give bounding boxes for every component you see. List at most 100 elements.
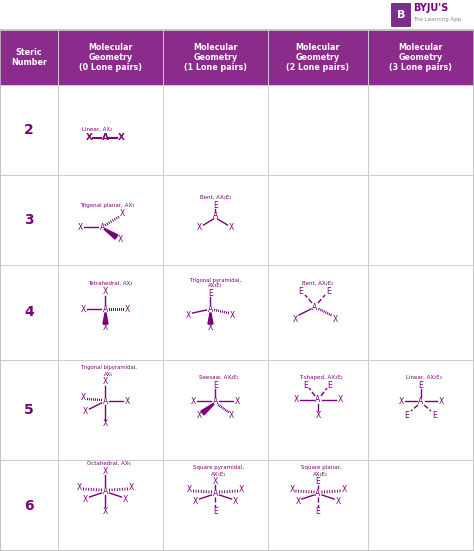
Polygon shape — [104, 229, 118, 239]
Text: The Learning App: The Learning App — [413, 18, 461, 23]
Text: X: X — [197, 412, 202, 420]
Text: Molecular
Geometry
(3 Lone pairs): Molecular Geometry (3 Lone pairs) — [390, 42, 453, 72]
Text: A: A — [103, 487, 108, 495]
Text: E: E — [405, 410, 410, 419]
Text: Molecular
Geometry
(0 Lone pairs): Molecular Geometry (0 Lone pairs) — [79, 42, 142, 72]
Text: AX₅: AX₅ — [104, 371, 113, 376]
Text: Bent, AX₂E₁: Bent, AX₂E₁ — [200, 195, 231, 199]
Text: X: X — [83, 408, 88, 417]
Text: E: E — [208, 289, 213, 298]
Text: Molecular
Geometry
(2 Lone pairs): Molecular Geometry (2 Lone pairs) — [286, 42, 349, 72]
Text: Trigonal bipyramidal,: Trigonal bipyramidal, — [81, 365, 137, 370]
Text: X: X — [293, 396, 299, 404]
Polygon shape — [201, 404, 214, 415]
Text: X: X — [315, 410, 320, 419]
Text: X: X — [81, 305, 86, 314]
Text: X: X — [103, 322, 108, 332]
Text: Linear, AX₂E₃: Linear, AX₂E₃ — [406, 375, 442, 380]
Text: X: X — [337, 396, 343, 404]
Text: X: X — [239, 485, 244, 494]
Text: A: A — [312, 302, 318, 311]
Text: X: X — [118, 133, 125, 143]
Text: 2: 2 — [24, 123, 34, 137]
Text: X: X — [208, 322, 213, 332]
Text: X: X — [103, 288, 108, 296]
Text: Linear, AX₂: Linear, AX₂ — [82, 127, 113, 132]
Text: 4: 4 — [24, 305, 34, 320]
Text: X: X — [120, 209, 125, 219]
Text: E: E — [316, 477, 320, 485]
Text: A: A — [315, 396, 320, 404]
Text: X: X — [235, 397, 240, 406]
Text: X: X — [83, 494, 88, 504]
Text: X: X — [193, 496, 198, 505]
Text: A: A — [213, 212, 218, 220]
Text: AX₄E₂: AX₄E₂ — [313, 472, 328, 477]
Text: X: X — [213, 477, 218, 485]
Polygon shape — [208, 313, 213, 324]
Text: B: B — [397, 10, 405, 20]
Text: 6: 6 — [24, 499, 34, 512]
Text: 3: 3 — [24, 213, 34, 227]
Text: E: E — [213, 201, 218, 209]
Text: A: A — [315, 489, 320, 498]
Text: X: X — [332, 315, 337, 323]
Text: E: E — [304, 381, 309, 390]
Text: X: X — [103, 419, 108, 429]
Text: A: A — [103, 305, 108, 314]
Text: X: X — [295, 496, 301, 505]
Text: E: E — [327, 288, 331, 296]
Text: Molecular
Geometry
(1 Lone pairs): Molecular Geometry (1 Lone pairs) — [184, 42, 247, 72]
Text: X: X — [118, 235, 123, 245]
Text: A: A — [213, 489, 218, 498]
Text: A: A — [208, 305, 213, 314]
Text: A: A — [419, 397, 424, 406]
Text: X: X — [81, 393, 86, 402]
Text: 5: 5 — [24, 403, 34, 417]
Text: X: X — [103, 377, 108, 386]
Text: X: X — [103, 467, 108, 476]
Text: E: E — [213, 381, 218, 390]
Text: Steric
Number: Steric Number — [11, 48, 47, 67]
Text: X: X — [125, 397, 130, 406]
Text: X: X — [191, 397, 196, 406]
Polygon shape — [103, 313, 108, 324]
Text: X: X — [197, 224, 202, 233]
Text: Bent, AX₂E₂: Bent, AX₂E₂ — [302, 280, 334, 285]
Text: E: E — [419, 381, 423, 390]
Text: X: X — [229, 412, 234, 420]
FancyBboxPatch shape — [390, 2, 474, 28]
Text: Trigonal pyramidal,
AX₃E₁: Trigonal pyramidal, AX₃E₁ — [190, 278, 241, 288]
Text: Octahedral, AX₆: Octahedral, AX₆ — [87, 461, 130, 466]
Text: Seesaw, AX₄E₁: Seesaw, AX₄E₁ — [199, 375, 238, 380]
Text: Square pyramidal,: Square pyramidal, — [193, 466, 244, 471]
Text: A: A — [102, 133, 109, 143]
Text: X: X — [186, 311, 191, 320]
Text: X: X — [336, 496, 341, 505]
Text: E: E — [433, 410, 438, 419]
Text: A: A — [213, 397, 218, 406]
Text: X: X — [438, 397, 444, 406]
Text: Trigonal planar, AX₃: Trigonal planar, AX₃ — [80, 203, 135, 208]
Text: E: E — [213, 506, 218, 516]
Text: X: X — [398, 397, 404, 406]
Text: E: E — [316, 506, 320, 516]
Text: X: X — [103, 506, 108, 516]
Text: X: X — [125, 305, 130, 314]
Text: X: X — [86, 133, 93, 143]
Bar — [0, 30, 474, 85]
Text: Square planar,: Square planar, — [301, 466, 341, 471]
Text: T-shaped, AX₃E₂: T-shaped, AX₃E₂ — [299, 375, 343, 380]
Text: A: A — [103, 397, 108, 406]
Text: X: X — [77, 483, 82, 493]
Text: X: X — [289, 485, 295, 494]
Text: X: X — [123, 494, 128, 504]
Text: Tetrahedral, AX₄: Tetrahedral, AX₄ — [88, 280, 133, 285]
Text: X: X — [78, 223, 83, 231]
Text: X: X — [230, 311, 235, 320]
Text: E: E — [328, 381, 332, 390]
Text: X: X — [187, 485, 192, 494]
Text: X: X — [233, 496, 238, 505]
FancyBboxPatch shape — [391, 3, 411, 27]
Text: X: X — [129, 483, 134, 493]
